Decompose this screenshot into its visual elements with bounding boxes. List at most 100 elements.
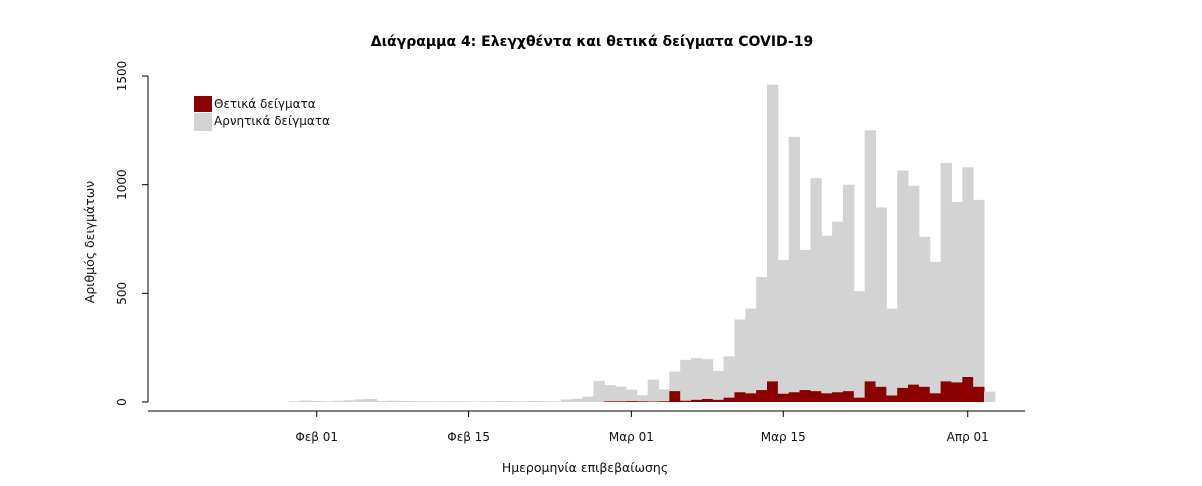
y-axis-label: Αριθμός δειγμάτων: [82, 181, 97, 303]
bar-negative: [940, 162, 952, 382]
bar-positive: [701, 398, 714, 402]
x-tick-label: Απρ 01: [947, 430, 989, 444]
bar-negative: [398, 400, 410, 402]
bar-positive: [767, 381, 779, 402]
bar-negative: [712, 370, 725, 400]
bar-negative: [832, 221, 844, 393]
bar-negative: [745, 308, 757, 394]
bar-negative: [408, 401, 421, 402]
bar-negative: [484, 401, 497, 402]
bar-negative: [897, 170, 909, 388]
bar-negative: [376, 400, 388, 402]
bar-negative: [691, 358, 703, 400]
bar-negative: [853, 291, 866, 398]
bar-negative: [799, 249, 811, 391]
bar-positive: [929, 393, 942, 402]
bar-negative: [734, 319, 746, 393]
bar-negative: [430, 401, 442, 402]
bar-negative: [300, 400, 312, 402]
bar-negative: [647, 379, 659, 402]
bar-positive: [604, 401, 616, 402]
bar-negative: [951, 202, 963, 383]
bar-negative: [333, 400, 345, 402]
bars-group: [289, 84, 996, 402]
bar-positive: [886, 395, 898, 402]
bar-negative: [452, 401, 464, 402]
x-tick-label: Μαρ 01: [609, 430, 654, 444]
bar-positive: [734, 392, 746, 402]
bar-negative: [311, 400, 323, 402]
y-tick-label: 1500: [115, 61, 129, 92]
bar-negative: [842, 184, 855, 392]
bar-positive: [756, 390, 768, 402]
bar-positive: [918, 386, 931, 402]
bar-negative: [387, 400, 399, 402]
bar-negative: [875, 207, 887, 387]
bar-positive: [712, 399, 725, 402]
bar-negative: [929, 261, 942, 394]
bar-negative: [886, 308, 898, 396]
bar-negative: [463, 401, 475, 402]
bar-negative: [701, 359, 714, 399]
bar-negative: [984, 391, 996, 402]
bar-negative: [354, 399, 367, 402]
y-tick-label: 1000: [115, 169, 129, 200]
legend-swatch-positive: [194, 96, 212, 112]
bar-negative: [810, 178, 822, 392]
bar-negative: [669, 371, 681, 392]
bar-positive: [680, 400, 692, 402]
bar-positive: [842, 391, 855, 402]
bar-positive: [777, 393, 790, 402]
x-tick-label: Μαρ 15: [761, 430, 806, 444]
bar-positive: [962, 377, 974, 402]
x-axis-label: Ημερομηνία επιβεβαίωσης: [502, 460, 668, 475]
bar-positive: [810, 391, 822, 402]
bar-positive: [832, 392, 844, 402]
bar-negative: [571, 398, 584, 402]
legend: Θετικά δείγματα Αρνητικά δείγματα: [194, 96, 330, 131]
bar-negative: [908, 185, 920, 385]
bar-negative: [441, 401, 453, 402]
bar-negative: [322, 401, 334, 402]
bar-positive: [875, 386, 887, 402]
bar-negative: [636, 395, 649, 402]
bar-negative: [539, 401, 551, 402]
bar-negative: [864, 130, 876, 382]
bar-negative: [821, 235, 833, 394]
bar-negative: [289, 401, 301, 402]
legend-label-positive: Θετικά δείγματα: [214, 97, 316, 111]
bar-positive: [973, 386, 985, 402]
bar-negative: [550, 401, 562, 402]
bar-positive: [723, 397, 735, 402]
bar-positive: [853, 397, 866, 402]
bar-negative: [343, 400, 356, 402]
bar-negative: [615, 386, 627, 402]
bar-positive: [669, 391, 681, 402]
bar-negative: [788, 136, 801, 393]
bar-negative: [680, 359, 692, 401]
bar-positive: [625, 401, 638, 402]
bar-negative: [756, 277, 768, 391]
bar-positive: [897, 387, 909, 402]
x-tick-label: Φεβ 01: [295, 430, 338, 444]
bar-negative: [723, 356, 735, 398]
bar-positive: [864, 381, 876, 402]
bar-positive: [691, 399, 703, 402]
y-tick-label: 500: [115, 282, 129, 305]
bar-negative: [604, 385, 616, 402]
bar-negative: [918, 236, 931, 387]
x-tick-label: Φεβ 15: [447, 430, 490, 444]
bar-negative: [419, 401, 432, 402]
bar-negative: [593, 380, 605, 402]
y-axis: 0 500 1000 1500: [115, 61, 149, 406]
bar-negative: [517, 401, 529, 402]
x-axis: Φεβ 01 Φεβ 15 Μαρ 01 Μαρ 15 Απρ 01: [148, 410, 1025, 444]
y-tick-label: 0: [115, 398, 129, 406]
legend-label-negative: Αρνητικά δείγματα: [214, 114, 330, 128]
bar-positive: [788, 392, 801, 402]
bar-positive: [940, 381, 952, 402]
bar-negative: [560, 399, 573, 402]
bar-positive: [658, 401, 670, 402]
bar-negative: [528, 400, 540, 402]
